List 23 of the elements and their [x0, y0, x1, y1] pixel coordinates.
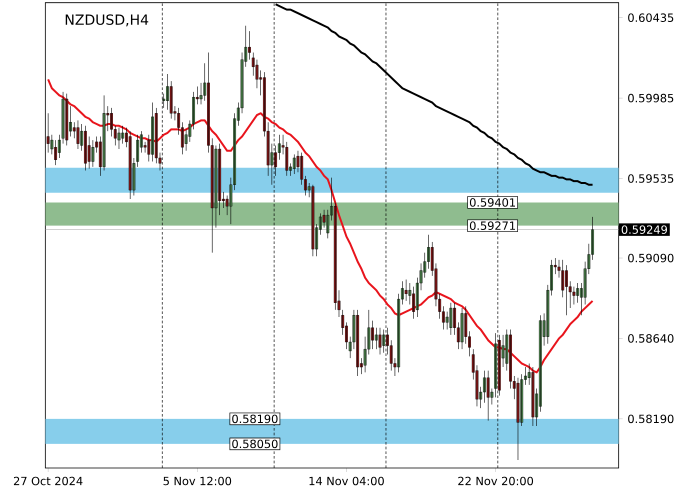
y-tick-label: 0.59985 — [628, 94, 674, 102]
candlestick — [91, 140, 94, 168]
candlestick — [449, 302, 452, 336]
y-tick-label: 0.59535 — [628, 174, 674, 183]
text: NZDUSD,H4 — [66, 14, 148, 26]
candlestick — [292, 154, 296, 174]
candlestick — [572, 286, 576, 305]
annotation: 0.58190 — [232, 414, 278, 424]
y-tick-label: 0.60435 — [628, 13, 674, 22]
y-tick-label: 0.58190 — [628, 414, 674, 424]
y-tick-label: 0.59090 — [628, 254, 674, 262]
ref-line-label: 0.59249 — [622, 225, 667, 234]
candlestick — [576, 282, 580, 304]
candlestick — [446, 311, 449, 330]
annotation: 0.59271 — [470, 221, 515, 230]
y-tick-label: 0.58640 — [628, 334, 674, 343]
x-tick-label: 22 Nov 20:00 — [458, 476, 534, 486]
candlestick — [65, 93, 68, 146]
annotation: 0.58050 — [232, 440, 278, 448]
x-tick-label: 14 Nov 04:00 — [310, 476, 384, 486]
annotation: 0.59401 — [470, 198, 515, 207]
x-tick-label: 5 Nov 12:00 — [164, 476, 232, 486]
x-tick-label: 27 Oct 2024 — [14, 476, 82, 486]
